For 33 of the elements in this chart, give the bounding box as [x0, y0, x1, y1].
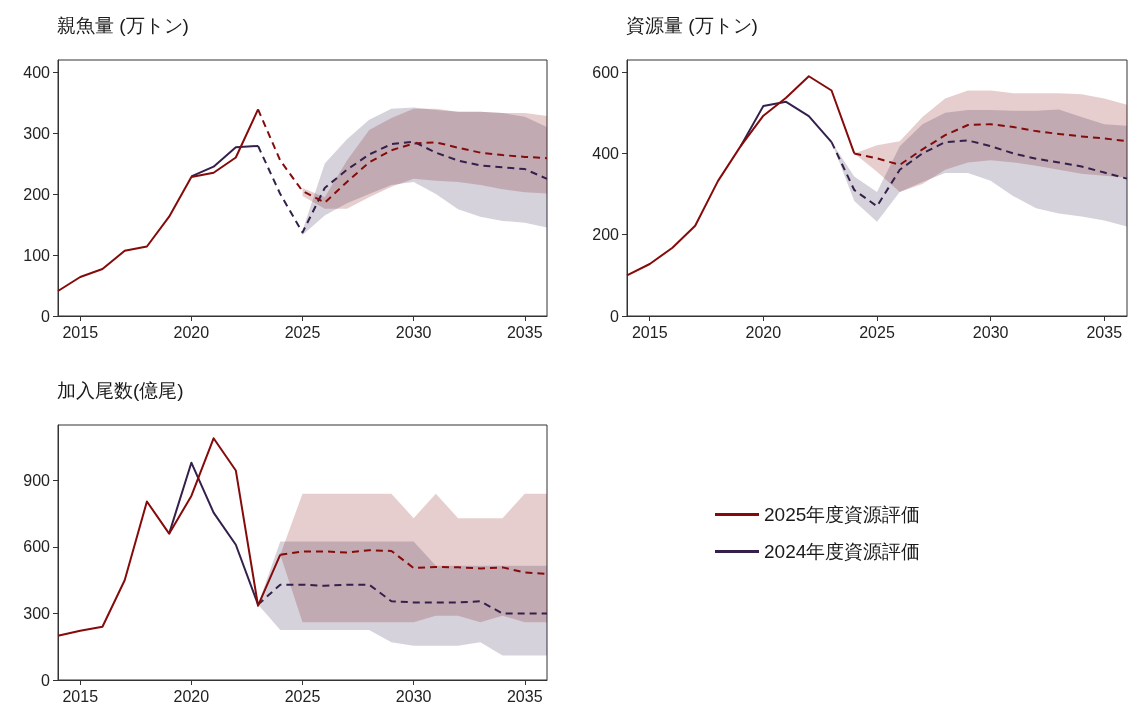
y-tick-label: 600 — [23, 538, 51, 556]
x-tick-label: 2015 — [631, 323, 668, 341]
x-tick-label: 2035 — [1086, 323, 1123, 341]
y-tick-label: 0 — [610, 307, 620, 325]
x-tick-label: 2015 — [62, 323, 99, 341]
y-tick-label: 0 — [41, 671, 51, 689]
y-tick-label: 200 — [23, 185, 51, 203]
x-tick-label: 2030 — [395, 323, 432, 341]
y-tick-label: 400 — [23, 63, 51, 81]
y-tick-label: 400 — [592, 144, 620, 162]
x-tick-label: 2030 — [395, 687, 432, 705]
x-tick-label: 2025 — [284, 687, 321, 705]
y-tick-label: 600 — [592, 63, 620, 81]
chart-title: 加入尾数(億尾) — [57, 380, 184, 401]
x-tick-label: 2025 — [284, 323, 321, 341]
x-tick-label: 2035 — [506, 323, 543, 341]
x-tick-label: 2035 — [506, 687, 543, 705]
y-tick-label: 0 — [41, 307, 51, 325]
x-tick-label: 2020 — [173, 323, 210, 341]
y-tick-label: 200 — [592, 226, 620, 244]
y-tick-label: 300 — [23, 124, 51, 142]
y-tick-label: 900 — [23, 471, 51, 489]
chart-title: 親魚量 (万トン) — [57, 15, 189, 36]
x-tick-label: 2015 — [62, 687, 99, 705]
chart-title: 資源量 (万トン) — [626, 15, 758, 36]
y-tick-label: 100 — [23, 246, 51, 264]
legend-label: 2025年度資源評価 — [764, 504, 921, 525]
x-tick-label: 2020 — [745, 323, 782, 341]
y-tick-label: 300 — [23, 604, 51, 622]
x-tick-label: 2030 — [972, 323, 1009, 341]
legend-label: 2024年度資源評価 — [764, 541, 921, 562]
x-tick-label: 2020 — [173, 687, 210, 705]
x-tick-label: 2025 — [859, 323, 895, 341]
